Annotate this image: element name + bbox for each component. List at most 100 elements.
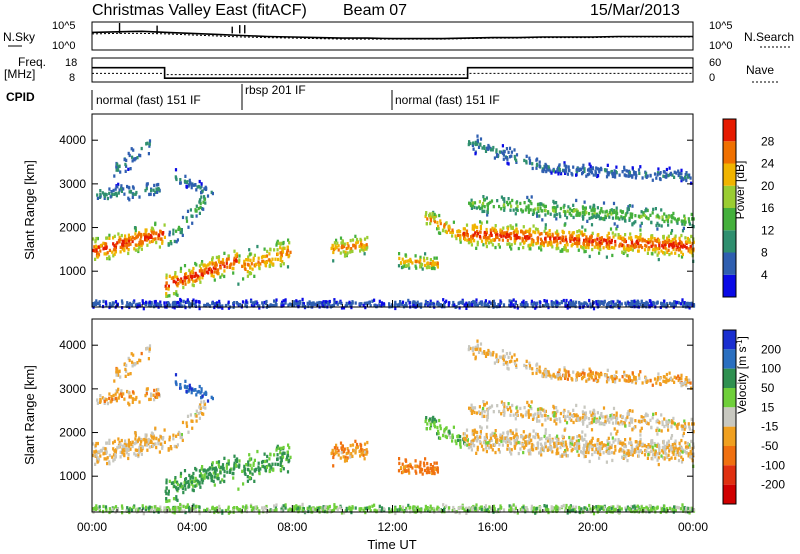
power-cell: [134, 248, 137, 252]
power-cell: [524, 236, 527, 240]
velocity-cell: [122, 392, 125, 396]
power-cell: [581, 166, 584, 170]
velocity-cell: [608, 441, 611, 445]
velocity-cell: [539, 411, 542, 415]
velocity-cell: [512, 413, 515, 417]
velocity-cell: [681, 434, 685, 438]
frequency-line: [92, 66, 693, 79]
velocity-cell: [692, 422, 695, 426]
power-cell: [574, 237, 577, 241]
velocity-cell: [133, 452, 136, 456]
velocity-cell: [189, 413, 192, 417]
velocity-cell: [125, 449, 128, 453]
velocity-cell: [189, 386, 192, 390]
power-cell: [335, 300, 338, 305]
power-cell: [598, 217, 601, 221]
power-cell: [588, 237, 591, 241]
velocity-cell: [538, 451, 541, 455]
velocity-cell: [225, 463, 228, 468]
velocity-cell: [153, 398, 156, 402]
power-cell: [92, 237, 95, 241]
velocity-cell: [185, 421, 188, 425]
power-cell: [651, 240, 654, 244]
power-cell: [334, 247, 337, 251]
power-cell: [102, 299, 105, 304]
velocity-cell: [419, 460, 422, 464]
velocity-cell: [268, 457, 271, 461]
power-cell: [127, 185, 130, 190]
power-cell: [614, 172, 617, 176]
power-cell: [650, 244, 653, 248]
power-cell: [404, 253, 407, 257]
velocity-cell: [667, 439, 670, 443]
velocity-cell: [145, 347, 148, 351]
power-cell: [615, 209, 618, 213]
velocity-cell: [587, 450, 590, 455]
velocity-cell: [114, 396, 117, 400]
power-cell: [279, 258, 282, 262]
velocity-cell: [217, 465, 221, 469]
power-cell: [655, 176, 658, 180]
velocity-cell: [148, 344, 152, 348]
power-cell: [513, 148, 516, 152]
velocity-cell: [127, 356, 130, 361]
power-cell: [184, 174, 187, 178]
power-cell: [592, 173, 595, 177]
power-cell: [266, 249, 269, 254]
power-cell: [673, 217, 676, 221]
power-cell: [301, 297, 304, 302]
power-cell: [639, 244, 642, 248]
power-cell: [333, 241, 336, 245]
velocity-cell: [424, 457, 427, 461]
power-cell: [177, 281, 180, 286]
power-cell: [408, 259, 411, 263]
power-cell: [510, 303, 513, 307]
power-cell: [354, 244, 357, 248]
velocity-cell: [96, 460, 99, 464]
velocity-cell: [485, 449, 488, 454]
power-cell: [203, 268, 206, 272]
power-cell: [250, 303, 253, 307]
power-cell: [364, 245, 367, 249]
velocity-cell: [140, 452, 143, 456]
power-cell: [629, 173, 632, 178]
power-cell: [172, 232, 175, 236]
power-cell: [108, 255, 111, 259]
velocity-cell: [247, 463, 250, 467]
power-cell: [508, 299, 511, 303]
velocity-cell: [414, 459, 417, 463]
power-cell: [560, 172, 563, 176]
velocity-cell: [535, 446, 538, 451]
nave-tick-high: 60: [709, 57, 721, 69]
velocity-cell: [154, 426, 157, 430]
power-cell: [308, 300, 311, 304]
power-cell: [534, 207, 537, 211]
velocity-cell: [494, 435, 497, 439]
power-cell: [159, 300, 162, 304]
velocity-cell: [119, 391, 123, 395]
power-cell: [643, 213, 646, 218]
power-cell: [556, 168, 559, 172]
power-cell: [509, 201, 512, 205]
power-cell: [140, 241, 143, 246]
velocity-cell: [244, 472, 247, 476]
velocity-cell: [611, 421, 615, 425]
velocity-cell: [543, 409, 546, 414]
velocity-cell: [431, 418, 434, 423]
power-cell: [258, 266, 261, 270]
power-cell: [502, 203, 506, 207]
power-cell: [586, 219, 589, 223]
power-cell: [179, 297, 182, 302]
power-cell: [256, 244, 259, 249]
power-cell: [148, 300, 151, 304]
power-cell: [515, 236, 518, 240]
power-cell: [471, 201, 475, 205]
power-cell: [513, 154, 516, 159]
velocity-cell: [566, 448, 569, 452]
power-cell: [624, 173, 627, 178]
power-cell: [380, 304, 383, 308]
velocity-cell: [480, 426, 483, 430]
power-cell: [332, 259, 335, 263]
power-cell: [628, 171, 631, 175]
power-cell: [169, 240, 172, 244]
